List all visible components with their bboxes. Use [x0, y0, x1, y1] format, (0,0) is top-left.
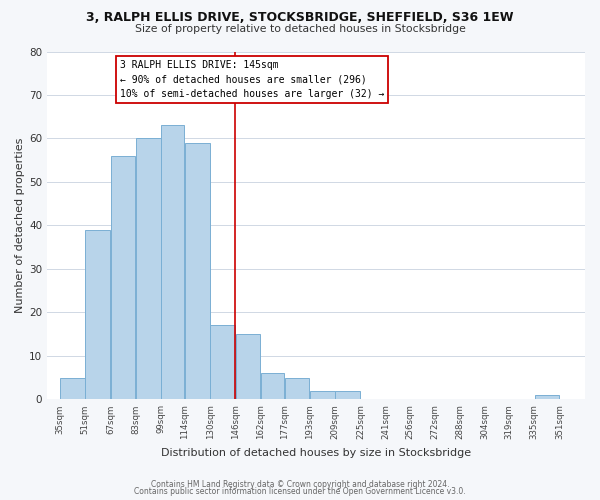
Bar: [111, 156, 136, 400]
Text: Contains HM Land Registry data © Crown copyright and database right 2024.: Contains HM Land Registry data © Crown c…: [151, 480, 449, 489]
Bar: [185, 143, 210, 400]
Text: 3 RALPH ELLIS DRIVE: 145sqm
← 90% of detached houses are smaller (296)
10% of se: 3 RALPH ELLIS DRIVE: 145sqm ← 90% of det…: [120, 60, 384, 99]
Bar: [335, 390, 360, 400]
Bar: [161, 126, 184, 400]
Text: 3, RALPH ELLIS DRIVE, STOCKSBRIDGE, SHEFFIELD, S36 1EW: 3, RALPH ELLIS DRIVE, STOCKSBRIDGE, SHEF…: [86, 11, 514, 24]
Text: Contains public sector information licensed under the Open Government Licence v3: Contains public sector information licen…: [134, 488, 466, 496]
Text: Size of property relative to detached houses in Stocksbridge: Size of property relative to detached ho…: [134, 24, 466, 34]
Bar: [236, 334, 260, 400]
Bar: [85, 230, 110, 400]
Bar: [285, 378, 310, 400]
Bar: [60, 378, 85, 400]
Bar: [535, 395, 559, 400]
Bar: [136, 138, 161, 400]
Bar: [261, 374, 284, 400]
Y-axis label: Number of detached properties: Number of detached properties: [15, 138, 25, 313]
Bar: [310, 390, 335, 400]
X-axis label: Distribution of detached houses by size in Stocksbridge: Distribution of detached houses by size …: [161, 448, 471, 458]
Bar: [211, 326, 235, 400]
